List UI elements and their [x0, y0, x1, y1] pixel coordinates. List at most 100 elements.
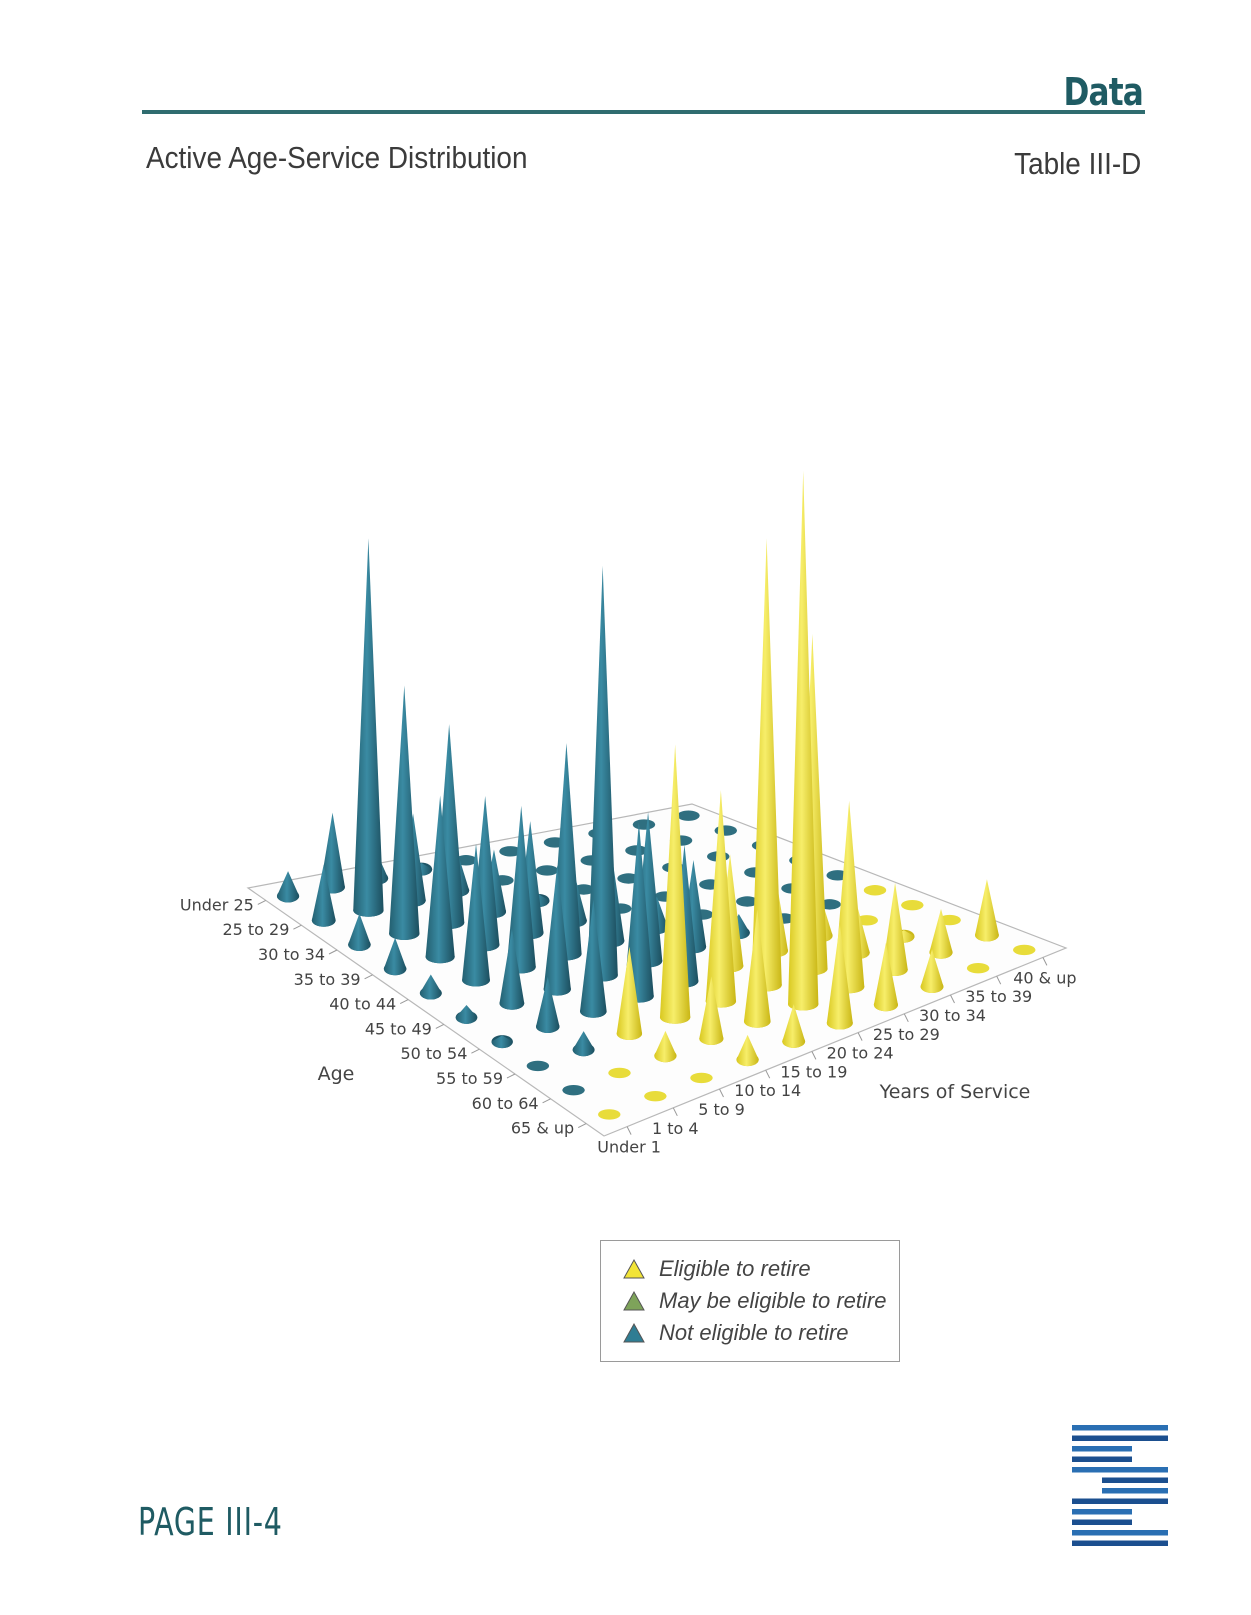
cone-mark	[580, 899, 607, 1018]
cone-base	[562, 1084, 585, 1096]
cone-mark	[536, 976, 560, 1033]
section-label: Data	[1063, 70, 1143, 114]
age-axis-title: Age	[318, 1063, 355, 1085]
cone-body	[975, 879, 999, 942]
age-tick-label: 45 to 49	[365, 1019, 432, 1038]
age-tick	[293, 924, 302, 930]
cone-mark	[920, 949, 944, 993]
cone-mark	[677, 810, 700, 821]
cone-mark	[616, 946, 643, 1040]
logo-stripe	[1072, 1509, 1132, 1515]
cone-base	[863, 885, 887, 896]
legend-swatch-not-eligible	[623, 1323, 645, 1343]
cone-mark	[526, 1060, 550, 1072]
cone-body	[882, 882, 908, 977]
cone-body	[654, 1030, 677, 1063]
age-tick-label: 30 to 34	[258, 945, 325, 964]
cone-mark	[644, 1090, 667, 1102]
age-tick-label: 40 to 44	[329, 995, 396, 1014]
cone-body	[389, 685, 420, 941]
cone-base	[632, 819, 656, 830]
cone-mark	[901, 899, 924, 911]
cone-mark	[743, 909, 771, 1028]
cone-mark	[455, 1004, 478, 1024]
cone-body	[616, 946, 643, 1040]
cone-base	[966, 963, 990, 974]
age-tick	[257, 899, 267, 905]
triangle-icon	[623, 1323, 645, 1343]
legend-item-eligible: Eligible to retire	[623, 1253, 899, 1285]
cone-mark	[659, 744, 691, 1024]
cone-body	[587, 565, 618, 982]
cone-mark	[608, 1067, 631, 1079]
age-tick	[577, 1123, 587, 1129]
cone-mark	[419, 974, 442, 1000]
cone-mark	[863, 885, 887, 896]
service-tick-label: 30 to 34	[919, 1006, 986, 1025]
cone-base	[901, 899, 924, 911]
cone-base	[535, 865, 559, 876]
service-tick	[950, 994, 955, 1004]
triangle-icon	[623, 1259, 645, 1279]
cone-mark	[383, 937, 407, 976]
cone-mark	[654, 1030, 677, 1063]
logo-stripe	[1072, 1530, 1168, 1536]
cone-body	[311, 864, 336, 927]
cone-base	[644, 1090, 667, 1102]
cone-mark	[826, 923, 853, 1030]
cone-base	[690, 1072, 713, 1084]
cone-body	[506, 805, 536, 974]
cone-body	[348, 913, 371, 951]
service-axis-title: Years of Service	[879, 1081, 1031, 1103]
cone-body	[920, 949, 944, 993]
cone-body	[425, 795, 455, 964]
header-rule	[142, 110, 1145, 114]
age-tick	[328, 949, 338, 955]
age-tick-label: 35 to 39	[294, 970, 361, 989]
cone-mark	[491, 1035, 513, 1049]
company-logo	[1072, 1425, 1168, 1546]
service-tick	[1042, 957, 1048, 966]
cone-base	[625, 845, 648, 856]
cone-body	[873, 942, 898, 1012]
service-tick	[857, 1032, 863, 1041]
service-tick-label: 35 to 39	[965, 987, 1032, 1006]
cone-body	[699, 976, 724, 1045]
cone-body	[499, 928, 525, 1010]
legend-item-may-be-eligible: May be eligible to retire	[623, 1285, 899, 1317]
cone-base	[598, 1109, 621, 1120]
cone-mark	[353, 538, 384, 917]
age-tick-label: 65 & up	[511, 1119, 574, 1138]
cone-body	[536, 976, 560, 1033]
logo-stripe	[1072, 1519, 1132, 1525]
cone-base	[677, 810, 700, 821]
logo-stripes	[1072, 1425, 1168, 1546]
age-tick	[364, 974, 373, 980]
service-tick	[996, 975, 1002, 985]
cone-mark	[736, 896, 759, 907]
logo-stripe	[1102, 1477, 1168, 1483]
legend-label-may-be-eligible: May be eligible to retire	[659, 1288, 887, 1313]
chart-legend: Eligible to retire May be eligible to re…	[600, 1240, 900, 1362]
service-tick-label: Under 1	[597, 1138, 661, 1157]
cone-mark	[788, 470, 819, 1011]
cone-body	[455, 1004, 478, 1024]
service-tick	[626, 1126, 632, 1135]
cone-mark	[462, 843, 490, 987]
age-tick	[542, 1098, 551, 1104]
age-tick-label: Under 25	[180, 895, 254, 914]
cone-mark	[782, 1004, 806, 1048]
cone-base	[499, 846, 522, 857]
cone-body	[543, 865, 571, 996]
age-tick	[399, 999, 409, 1005]
service-tick-label: 20 to 24	[827, 1044, 894, 1063]
cone-body	[276, 871, 300, 903]
cone-body	[419, 974, 442, 1000]
service-tick-label: 15 to 19	[780, 1062, 847, 1081]
cone-base	[1013, 944, 1036, 956]
logo-stripe	[1072, 1456, 1132, 1462]
age-tick-label: 60 to 64	[472, 1094, 539, 1113]
page-number: PAGE III-4	[138, 1500, 283, 1544]
legend-swatch-may-be-eligible	[623, 1291, 645, 1311]
cone-mark	[690, 1072, 713, 1084]
